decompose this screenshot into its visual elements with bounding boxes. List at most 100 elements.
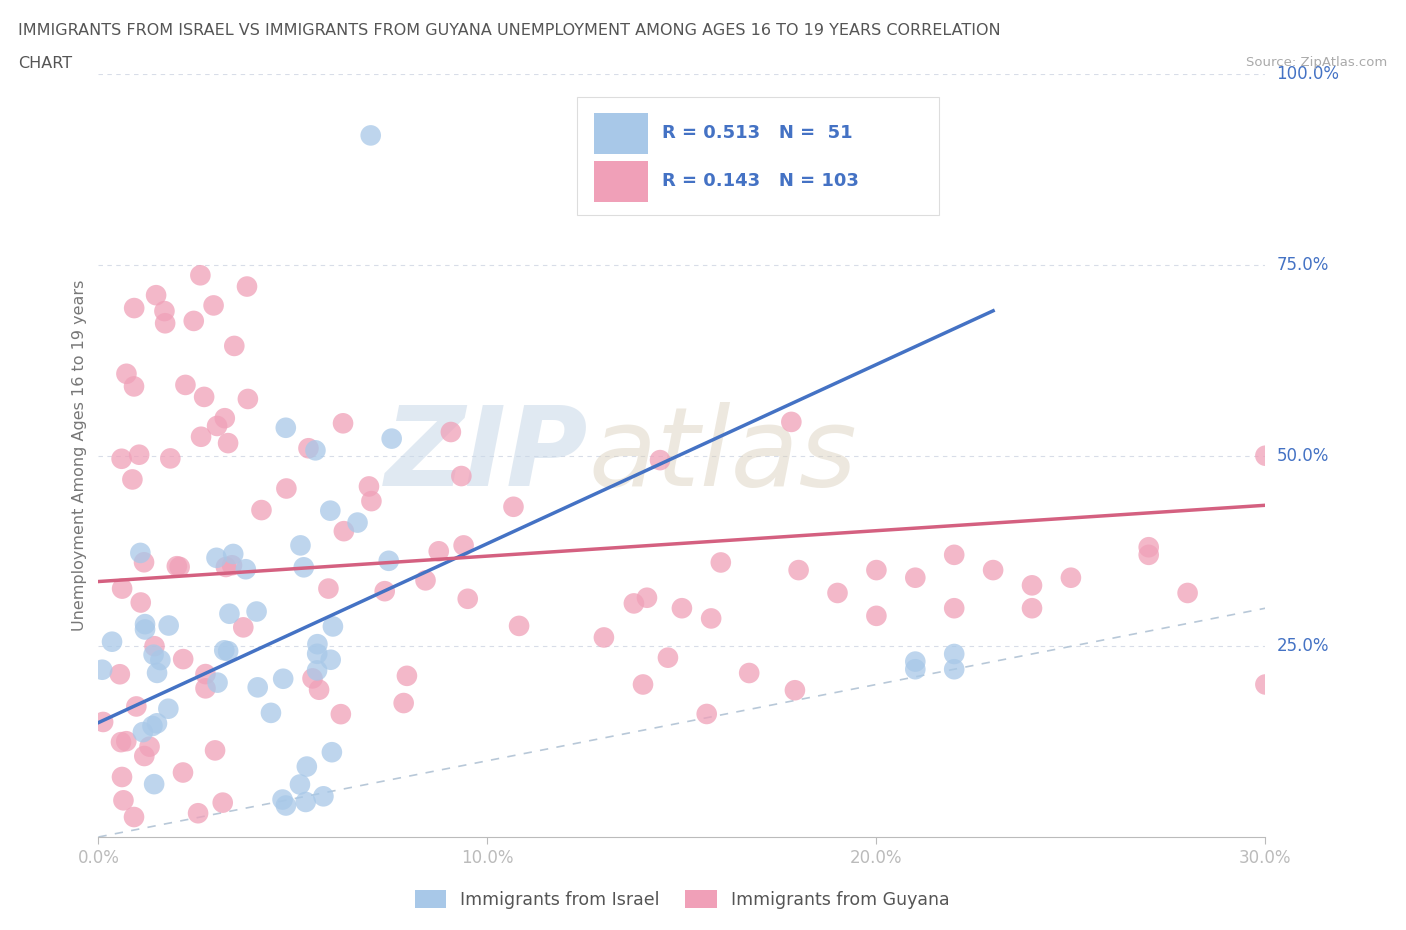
Point — [115, 366, 138, 381]
Point — [143, 777, 166, 791]
Point — [274, 420, 297, 435]
Legend: Immigrants from Israel, Immigrants from Guyana: Immigrants from Israel, Immigrants from … — [408, 884, 956, 916]
Point — [381, 432, 404, 446]
Point — [235, 562, 257, 577]
Point — [129, 595, 152, 610]
Point — [221, 558, 243, 573]
Point — [304, 443, 326, 458]
Point — [292, 560, 315, 575]
Point — [190, 430, 212, 445]
Point — [101, 634, 124, 649]
Point — [245, 604, 267, 619]
Text: R = 0.143   N = 103: R = 0.143 N = 103 — [662, 172, 859, 190]
Point — [142, 647, 165, 662]
Point — [295, 759, 318, 774]
Point — [111, 769, 134, 784]
Point — [657, 650, 679, 665]
Point — [122, 300, 145, 315]
Point — [183, 313, 205, 328]
Point — [288, 777, 311, 792]
Point — [307, 637, 329, 652]
Point — [145, 287, 167, 302]
Point — [193, 390, 215, 405]
Point — [357, 479, 380, 494]
Point — [260, 706, 283, 721]
Point — [508, 618, 530, 633]
Point — [174, 378, 197, 392]
Point — [271, 792, 294, 807]
Point — [190, 268, 212, 283]
Point — [1254, 677, 1277, 692]
Point — [146, 666, 169, 681]
Text: atlas: atlas — [589, 402, 858, 510]
Point — [132, 555, 155, 570]
Point — [157, 701, 180, 716]
Point — [377, 553, 399, 568]
Point — [1254, 448, 1277, 463]
Point — [297, 441, 319, 456]
Text: 25.0%: 25.0% — [1277, 637, 1329, 656]
Point — [904, 662, 927, 677]
Text: CHART: CHART — [18, 56, 72, 71]
Point — [132, 724, 155, 739]
Point — [207, 675, 229, 690]
Point — [91, 662, 114, 677]
Point — [827, 586, 849, 601]
Text: 75.0%: 75.0% — [1277, 256, 1329, 274]
Point — [112, 793, 135, 808]
Point — [783, 683, 806, 698]
Point — [202, 298, 225, 312]
Point — [700, 611, 723, 626]
Point — [122, 810, 145, 825]
FancyBboxPatch shape — [595, 161, 648, 202]
Point — [321, 745, 343, 760]
Point — [865, 608, 887, 623]
Point — [232, 620, 254, 635]
Text: IMMIGRANTS FROM ISRAEL VS IMMIGRANTS FROM GUYANA UNEMPLOYMENT AMONG AGES 16 TO 1: IMMIGRANTS FROM ISRAEL VS IMMIGRANTS FRO… — [18, 23, 1001, 38]
Text: 50.0%: 50.0% — [1277, 446, 1329, 465]
Point — [110, 735, 132, 750]
Point — [308, 683, 330, 698]
Point — [157, 618, 180, 633]
Point — [205, 418, 228, 433]
Point — [146, 716, 169, 731]
Point — [91, 714, 114, 729]
Point — [111, 581, 134, 596]
Point — [392, 696, 415, 711]
Point — [374, 584, 396, 599]
Point — [865, 563, 887, 578]
Point — [153, 316, 176, 331]
Point — [169, 560, 191, 575]
Text: 100.0%: 100.0% — [1277, 65, 1340, 84]
Point — [211, 795, 233, 810]
Point — [214, 643, 236, 658]
Point — [457, 591, 479, 606]
Point — [274, 798, 297, 813]
Point — [1021, 601, 1043, 616]
Point — [307, 646, 329, 661]
Point — [250, 502, 273, 517]
Point — [1137, 539, 1160, 554]
Point — [1177, 586, 1199, 601]
Point — [1021, 578, 1043, 592]
Point — [122, 379, 145, 394]
Point — [128, 447, 150, 462]
Text: Source: ZipAtlas.com: Source: ZipAtlas.com — [1247, 56, 1388, 69]
Point — [236, 279, 259, 294]
FancyBboxPatch shape — [576, 98, 939, 216]
Point — [360, 128, 382, 143]
Point — [276, 481, 298, 496]
Point — [134, 617, 156, 631]
Point — [246, 680, 269, 695]
Point — [166, 559, 188, 574]
Point — [153, 303, 176, 318]
Point — [134, 749, 156, 764]
Point — [214, 411, 236, 426]
Point — [631, 677, 654, 692]
Point — [623, 596, 645, 611]
Point — [636, 591, 658, 605]
Point — [172, 652, 194, 667]
Point — [172, 765, 194, 780]
Point — [159, 451, 181, 466]
Point — [115, 734, 138, 749]
